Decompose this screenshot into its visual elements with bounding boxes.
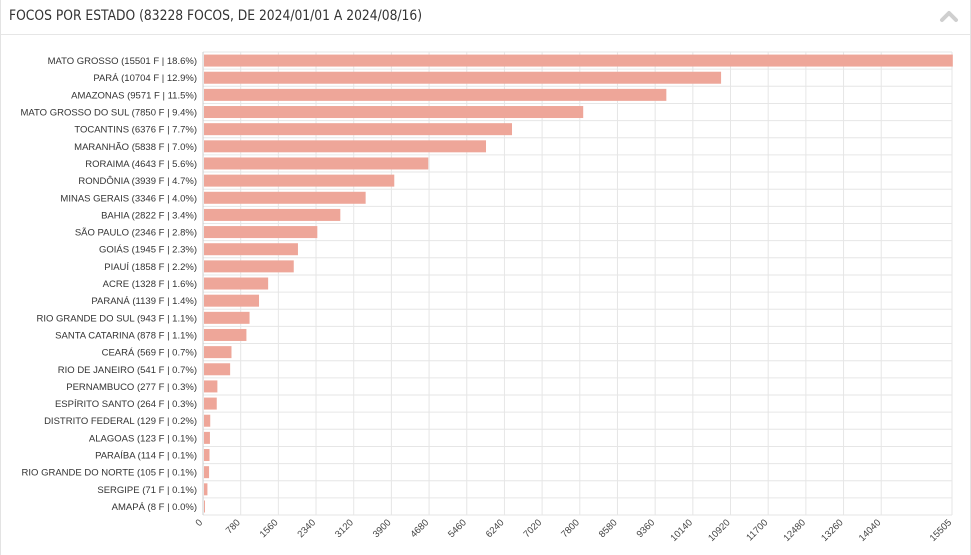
x-tick-label: 7020	[522, 517, 545, 540]
bar	[204, 54, 953, 67]
x-tick-label: 6240	[484, 517, 507, 540]
category-label: ALAGOAS (123 F | 0.1%)	[89, 433, 197, 444]
category-label: SÃO PAULO (2346 F | 2.8%)	[75, 228, 197, 239]
bar	[204, 88, 667, 101]
category-label: RIO DE JANEIRO (541 F | 0.7%)	[58, 365, 197, 376]
bar	[204, 397, 217, 410]
bar	[204, 449, 210, 462]
x-tick-label: 4680	[408, 517, 431, 540]
bar	[204, 71, 722, 84]
bar	[204, 174, 395, 187]
bar	[204, 380, 218, 393]
category-label: PARÁ (10704 F | 12.9%)	[93, 73, 197, 84]
bar	[204, 431, 210, 444]
bar	[204, 414, 211, 427]
x-tick-label: 3900	[371, 517, 394, 540]
bar-chart: MATO GROSSO (15501 F | 18.6%) PARÁ (10704…	[1, 35, 970, 555]
category-label: SERGIPE (71 F | 0.1%)	[97, 485, 197, 496]
bar	[204, 106, 584, 119]
x-tick-label: 14040	[857, 517, 883, 543]
category-label: PARAÍBA (114 F | 0.1%)	[95, 451, 197, 462]
x-tick-label: 3120	[333, 517, 356, 540]
x-tick-label: 7800	[559, 517, 582, 540]
bar	[204, 243, 298, 256]
category-label: AMAPÁ (8 F | 0.0%)	[112, 502, 197, 513]
bar	[204, 140, 487, 153]
category-label: TOCANTINS (6376 F | 7.7%)	[74, 125, 197, 136]
category-label: RIO GRANDE DO NORTE (105 F | 0.1%)	[22, 468, 197, 479]
x-tick-label: 10140	[668, 517, 694, 543]
bar	[204, 208, 341, 221]
category-label: MINAS GERAIS (3346 F | 4.0%)	[60, 193, 197, 204]
x-tick-label: 780	[224, 517, 243, 536]
category-label: ESPÍRITO SANTO (264 F | 0.3%)	[55, 399, 197, 410]
chevron-up-icon-graphic	[940, 11, 958, 22]
bar	[204, 294, 260, 307]
category-label: RIO GRANDE DO SUL (943 F | 1.1%)	[37, 313, 198, 324]
category-label: PIAUÍ (1858 F | 2.2%)	[104, 262, 197, 273]
category-label: MARANHÃO (5838 F | 7.0%)	[74, 142, 197, 153]
x-tick-label: 8580	[597, 517, 620, 540]
category-label: CEARÁ (569 F | 0.7%)	[102, 348, 197, 359]
bar	[204, 311, 250, 324]
x-tick-label: 15505	[928, 517, 954, 543]
bar	[204, 466, 210, 479]
category-label: ACRE (1328 F | 1.6%)	[103, 279, 197, 290]
bar	[204, 123, 513, 136]
bar	[204, 191, 366, 204]
panel-title: FOCOS POR ESTADO (83228 FOCOS, DE 2024/0…	[9, 8, 423, 24]
x-tick-label: 9360	[635, 517, 658, 540]
x-tick-label: 12480	[782, 517, 808, 543]
bar	[204, 363, 231, 376]
category-label: MATO GROSSO DO SUL (7850 F | 9.4%)	[20, 108, 197, 119]
bar	[204, 328, 247, 341]
x-tick-label: 13260	[819, 517, 845, 543]
bar	[204, 277, 269, 290]
category-label: MATO GROSSO (15501 F | 18.6%)	[48, 56, 197, 67]
x-tick-label: 11700	[744, 517, 770, 543]
category-label: RONDÔNIA (3939 F | 4.7%)	[78, 176, 197, 187]
bar	[204, 260, 294, 273]
x-tick-label: 0	[194, 517, 206, 529]
category-label: SANTA CATARINA (878 F | 1.1%)	[55, 330, 197, 341]
category-label: PERNAMBUCO (277 F | 0.3%)	[66, 382, 197, 393]
x-tick-label: 10920	[706, 517, 732, 543]
category-label: AMAZONAS (9571 F | 11.5%)	[71, 90, 197, 101]
bar	[204, 157, 429, 170]
bar	[204, 483, 208, 496]
x-tick-label: 2340	[295, 517, 318, 540]
category-label: DISTRITO FEDERAL (129 F | 0.2%)	[44, 416, 197, 427]
chevron-up-icon[interactable]	[938, 5, 960, 27]
bar	[204, 226, 318, 239]
x-tick-label: 1560	[258, 517, 281, 540]
bar	[204, 500, 205, 513]
category-label: PARANÁ (1139 F | 1.4%)	[91, 296, 197, 307]
category-label: GOIÁS (1945 F | 2.3%)	[99, 245, 197, 256]
category-label: RORAIMA (4643 F | 5.6%)	[85, 159, 197, 170]
bar	[204, 346, 232, 359]
x-tick-label: 5460	[446, 517, 469, 540]
bar-chart-svg: MATO GROSSO (15501 F | 18.6%) PARÁ (10704…	[20, 51, 954, 544]
panel-header: FOCOS POR ESTADO (83228 FOCOS, DE 2024/0…	[1, 0, 970, 35]
category-label: BAHIA (2822 F | 3.4%)	[101, 210, 197, 221]
